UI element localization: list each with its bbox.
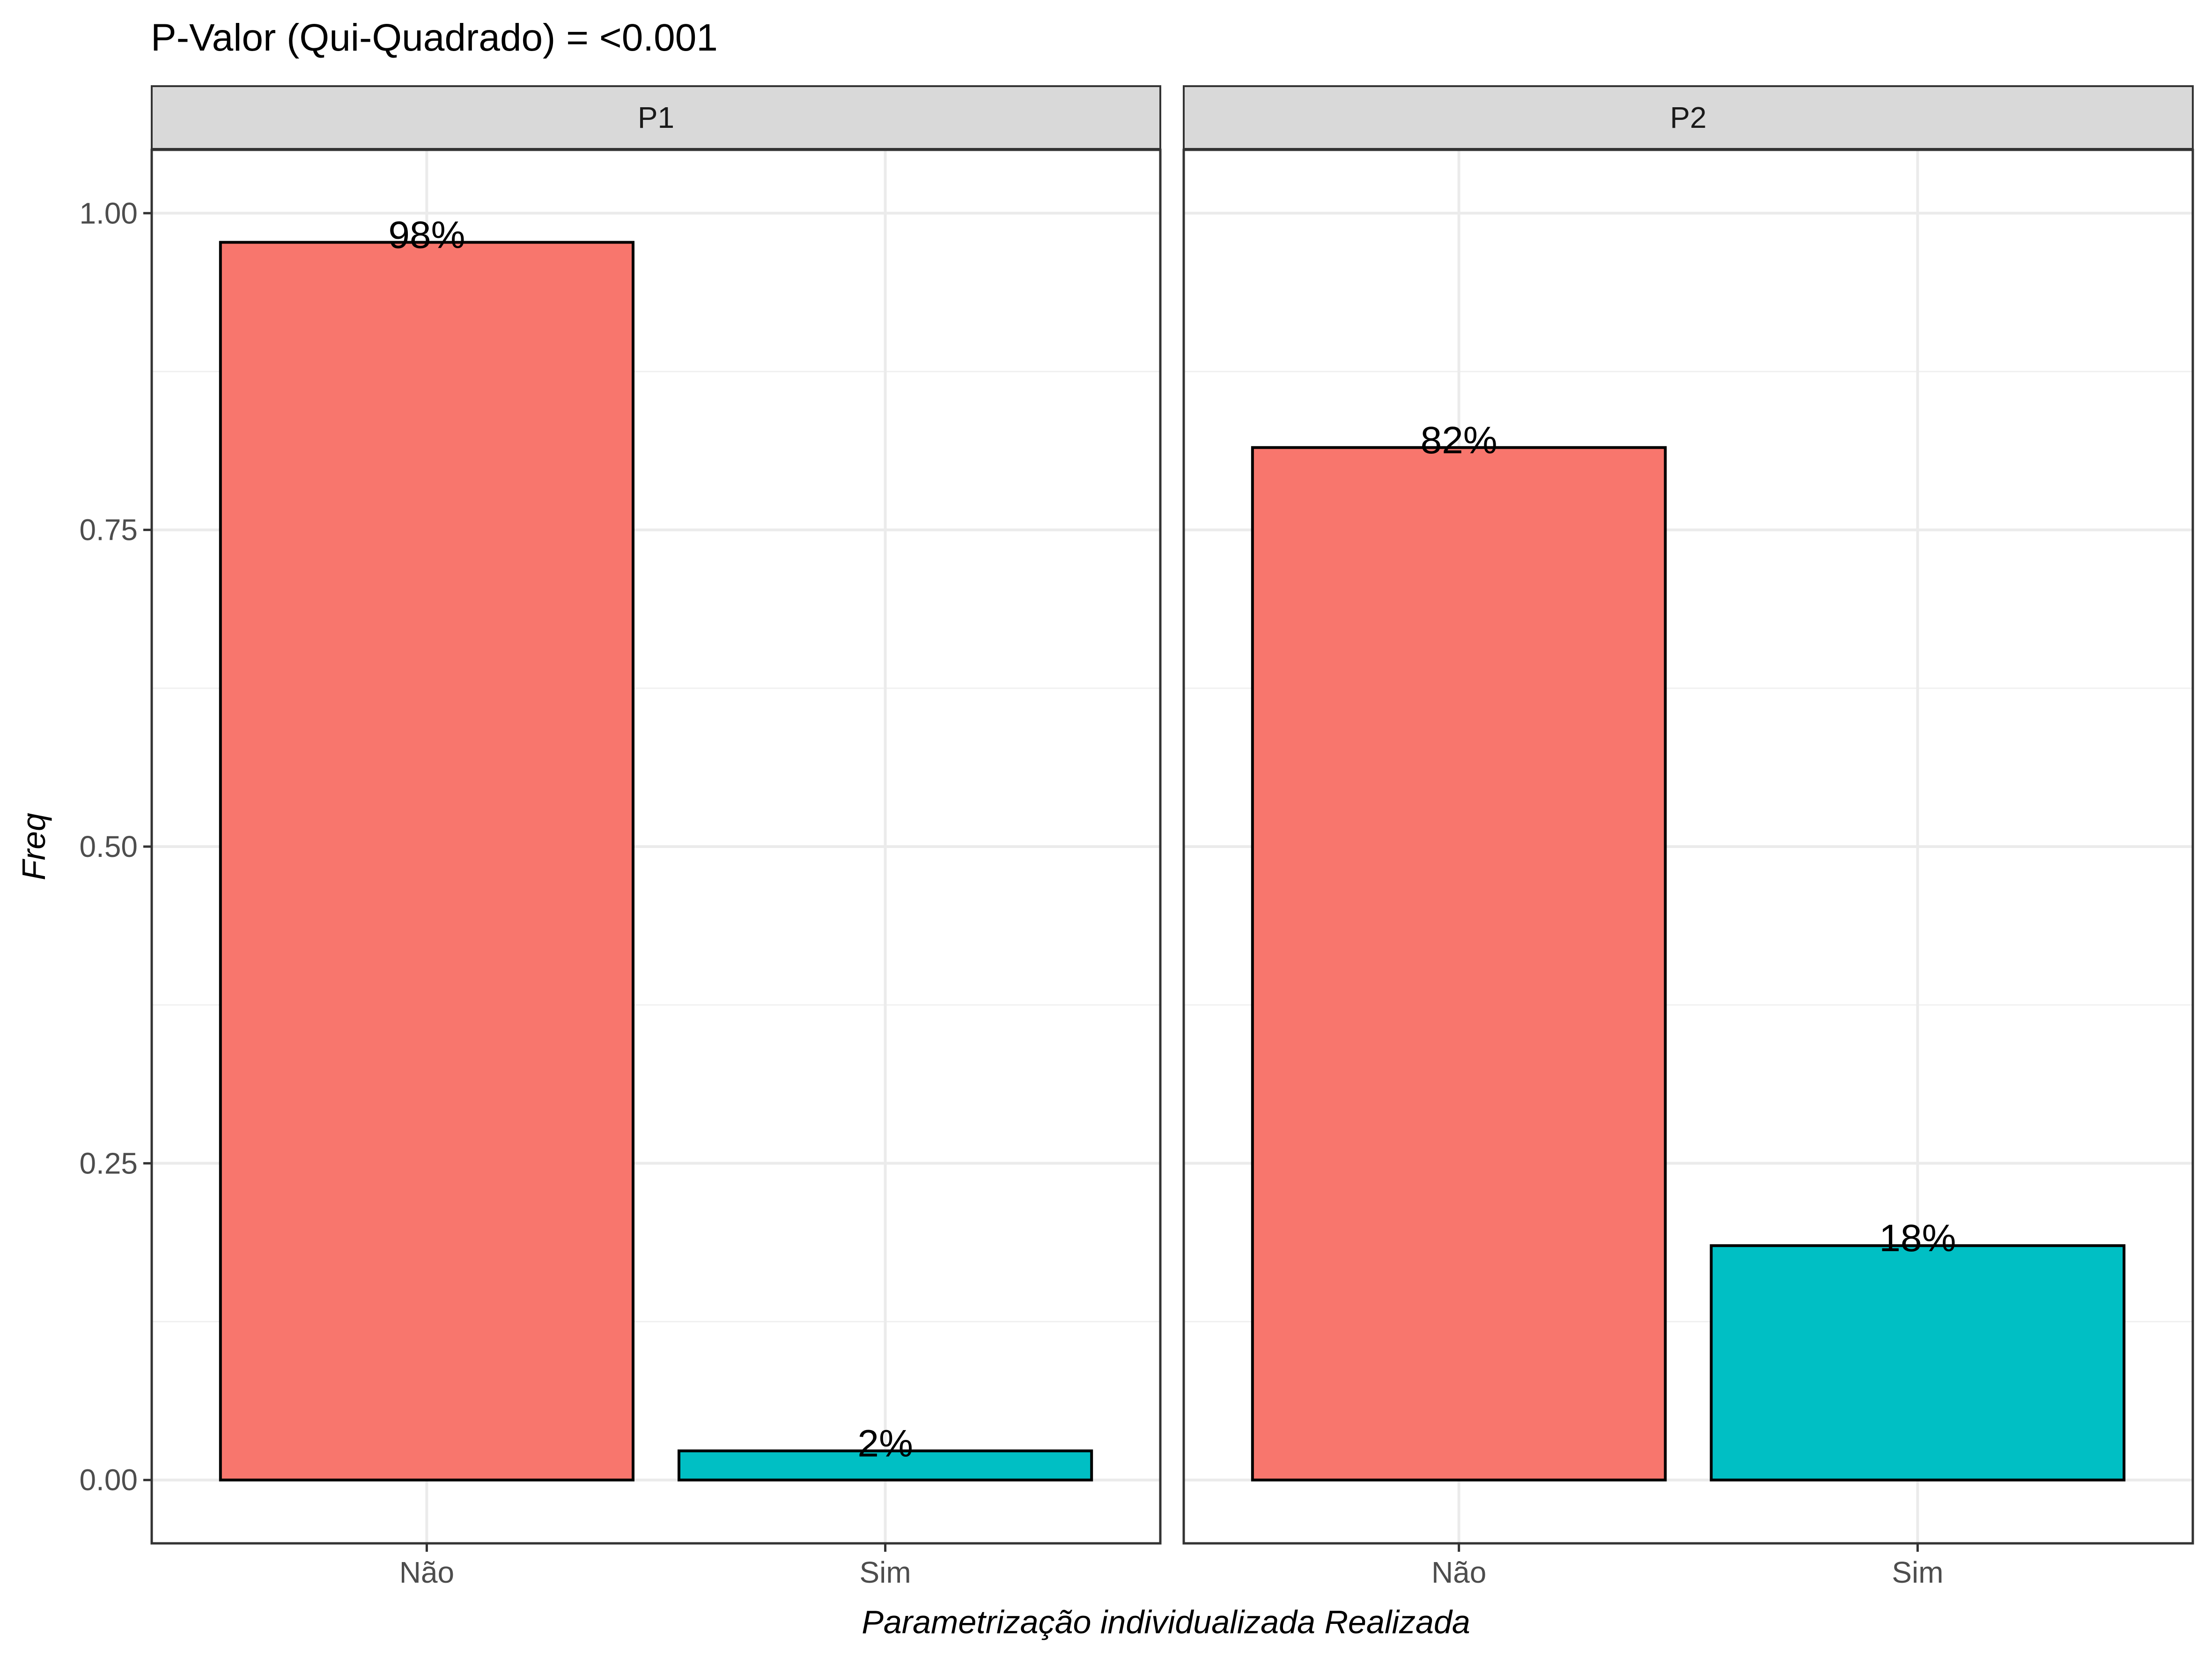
x-tick-label: Não (399, 1556, 454, 1589)
chart-title: P-Valor (Qui-Quadrado) = <0.001 (151, 16, 718, 59)
y-tick-label: 0.75 (79, 513, 138, 547)
facet-panel-p1: P1 98% Não 2% Sim (150, 85, 1162, 1589)
facet-strip-label: P1 (638, 101, 674, 134)
bar-value-label: 82% (1421, 419, 1497, 462)
bar-value-label: 18% (1879, 1217, 1956, 1260)
facet-strip (151, 85, 1161, 150)
facet-strip-label: P2 (1670, 101, 1706, 134)
bar-p1-sim (678, 1449, 1093, 1482)
y-axis: 0.00 0.25 0.50 0.75 1.00 (79, 196, 152, 1497)
x-tick-label: Não (1431, 1556, 1486, 1589)
y-tick-label: 1.00 (79, 196, 138, 230)
y-tick-label: 0.25 (79, 1146, 138, 1180)
x-tick-label: Sim (859, 1556, 911, 1589)
bar-p2-sim (1710, 1244, 2126, 1482)
panel-border (1182, 148, 2194, 1545)
bar-p2-nao (1251, 446, 1667, 1482)
y-tick-label: 0.00 (79, 1463, 138, 1497)
x-axis-title: Parametrização individualizada Realizada (862, 1604, 1470, 1640)
y-axis-title: Freq (15, 813, 52, 880)
x-tick-label: Sim (1892, 1556, 1943, 1589)
bar-value-label: 2% (857, 1423, 913, 1465)
y-tick-label: 0.50 (79, 830, 138, 863)
bar-p1-nao (219, 241, 634, 1482)
bar-value-label: 98% (388, 214, 465, 256)
facet-strip (1183, 85, 2194, 150)
facet-panel-p2: P2 82% Não 18% Sim (1182, 85, 2194, 1589)
facet-panels: P1 98% Não 2% Sim P2 82% Não 18% Sim (150, 85, 2194, 1589)
